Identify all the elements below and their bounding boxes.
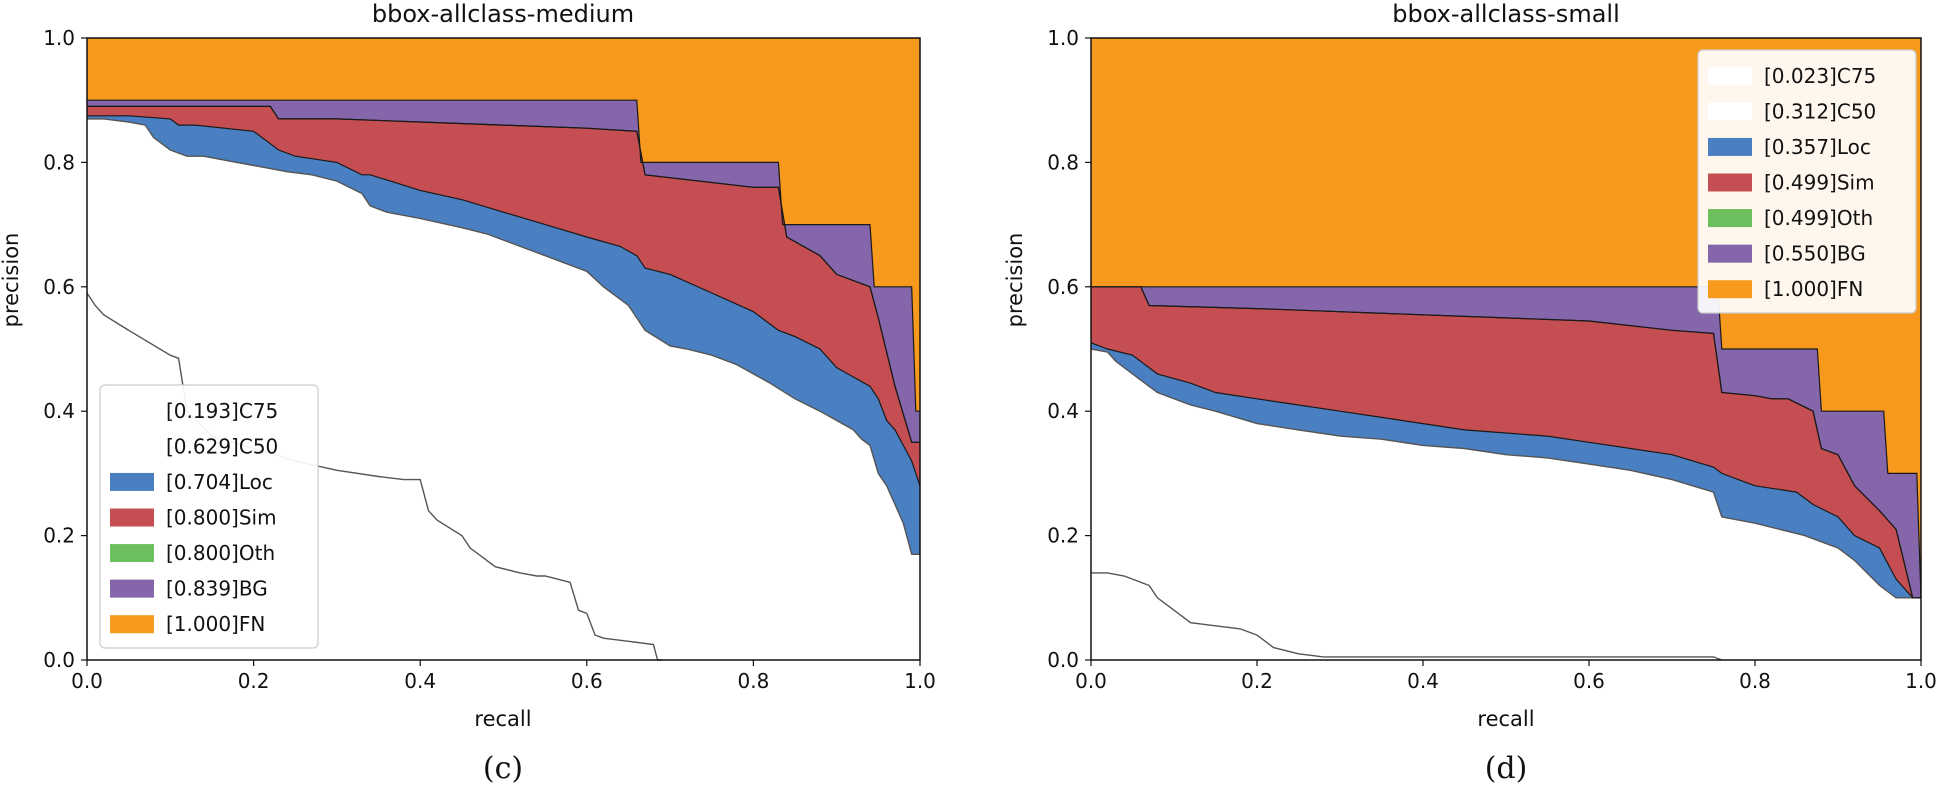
legend-item-loc: [0.704]Loc: [110, 470, 273, 494]
line-loc: [1090, 342, 1921, 599]
x-tick-label: 0.4: [404, 669, 436, 693]
line-loc: [87, 115, 921, 486]
y-tick-label: 0.8: [1047, 150, 1079, 174]
legend-item-fn: [1.000]FN: [1708, 277, 1863, 301]
legend-label: [0.023]C75: [1764, 64, 1876, 88]
legend-swatch: [1708, 102, 1752, 121]
legend-item-oth: [0.499]Oth: [1708, 206, 1873, 230]
line-bg: [87, 99, 920, 412]
legend-label: [0.800]Sim: [166, 506, 277, 530]
legend-label: [0.499]Oth: [1764, 206, 1873, 230]
x-axis-label: recall: [474, 707, 531, 731]
x-tick-label: 0.6: [1573, 669, 1605, 693]
legend-label: [0.499]Sim: [1764, 171, 1875, 195]
legend-item-bg: [0.550]BG: [1708, 242, 1866, 266]
axes-frame: [1090, 37, 1922, 661]
x-tick-label: 0.2: [238, 669, 270, 693]
y-tick-label: 0.0: [1047, 648, 1079, 672]
x-tick-label: 0.4: [1407, 669, 1439, 693]
area-c50: [1091, 349, 1921, 660]
plot-area: 0.0 0.2 0.4 0.6 0.8 1.0 0.0 0.2 0.4 0.6 0.8 1.0 [0.1…: [43, 26, 936, 693]
x-tick-label: 1.0: [1905, 669, 1937, 693]
chart-title: bbox-allclass-small: [1392, 0, 1619, 28]
legend-label: [0.550]BG: [1764, 242, 1866, 266]
legend-item-sim: [0.800]Sim: [110, 506, 277, 530]
x-tick-label: 0.2: [1241, 669, 1273, 693]
line-c50: [87, 118, 920, 555]
y-tick-label: 0.8: [43, 150, 75, 174]
line-oth: [1091, 286, 1921, 599]
plot-area: 0.0 0.2 0.4 0.6 0.8 1.0 0.0 0.2 0.4 0.6 0.8 1.0 [0.0…: [1047, 26, 1937, 693]
legend-swatch: [1708, 66, 1752, 85]
panel-caption: (d): [1485, 751, 1528, 786]
y-axis-label: precision: [1003, 233, 1027, 328]
x-tick-label: 0.0: [1075, 669, 1107, 693]
legend-swatch: [110, 472, 154, 491]
x-tick-label: 0.8: [737, 669, 769, 693]
legend-swatch: [1708, 280, 1752, 299]
y-tick-label: 0.4: [1047, 399, 1079, 423]
y-axis-label: precision: [0, 233, 23, 328]
legend-swatch: [110, 544, 154, 563]
legend-label: [0.629]C50: [166, 434, 278, 458]
x-tick-label: 0.6: [571, 669, 603, 693]
legend-label: [0.312]C50: [1764, 99, 1876, 123]
chart-title: bbox-allclass-medium: [372, 0, 634, 28]
chart-panel-small: bbox-allclass-small 0.0 0.2 0.4 0.6 0.8 1.00.…: [1003, 0, 1937, 786]
panel-caption: (c): [483, 751, 523, 786]
axes-frame: [86, 37, 921, 661]
legend-swatch: [1708, 244, 1752, 263]
legend-item-c50: [0.629]C50: [110, 434, 278, 458]
legend-label: [0.800]Oth: [166, 541, 275, 565]
line-c75: [1091, 572, 1723, 661]
legend-swatch: [110, 615, 154, 634]
legend-item-oth: [0.800]Oth: [110, 541, 275, 565]
y-tick-label: 1.0: [1047, 26, 1079, 50]
y-tick-label: 1.0: [43, 26, 75, 50]
legend-label: [0.839]BG: [166, 577, 268, 601]
chart-panel-medium: bbox-allclass-medium 0.0 0.2 0.4 0.6 0.8 1.00…: [0, 0, 936, 786]
y-tick-label: 0.2: [43, 524, 75, 548]
legend-item-c75: [0.193]C75: [110, 399, 278, 423]
legend: [0.193]C75 [0.629]C50 [0.704]Loc [0.800]Sim…: [99, 384, 319, 649]
legend-item-loc: [0.357]Loc: [1708, 135, 1871, 159]
legend-item-fn: [1.000]FN: [110, 612, 265, 636]
x-axis-label: recall: [1477, 707, 1534, 731]
legend: [0.023]C75 [0.312]C50 [0.357]Loc [0.499]Sim…: [1697, 49, 1917, 314]
legend-item-c50: [0.312]C50: [1708, 99, 1876, 123]
legend-box: [1697, 49, 1917, 314]
x-tick-label: 1.0: [904, 669, 936, 693]
x-tick-label: 0.8: [1739, 669, 1771, 693]
legend-swatch: [110, 401, 154, 420]
legend-label: [0.193]C75: [166, 399, 278, 423]
area-c75: [1091, 572, 1921, 660]
legend-label: [0.704]Loc: [166, 470, 273, 494]
legend-swatch: [1708, 137, 1752, 156]
legend-label: [1.000]FN: [1764, 277, 1863, 301]
legend-label: [0.357]Loc: [1764, 135, 1871, 159]
legend-swatch: [110, 579, 154, 598]
legend-item-sim: [0.499]Sim: [1708, 171, 1875, 195]
legend-label: [1.000]FN: [166, 612, 265, 636]
legend-item-c75: [0.023]C75: [1708, 64, 1876, 88]
line-oth: [87, 105, 920, 443]
line-c50: [1090, 348, 1921, 599]
legend-swatch: [1708, 173, 1752, 192]
y-tick-label: 0.6: [1047, 275, 1079, 299]
y-tick-label: 0.2: [1047, 524, 1079, 548]
y-tick-label: 0.6: [43, 275, 75, 299]
line-c75: [86, 292, 662, 661]
legend-swatch: [1708, 209, 1752, 228]
y-tick-label: 0.0: [43, 648, 75, 672]
y-tick-label: 0.4: [43, 399, 75, 423]
legend-swatch: [110, 437, 154, 456]
legend-box: [99, 384, 319, 649]
legend-item-bg: [0.839]BG: [110, 577, 268, 601]
x-tick-label: 0.0: [71, 669, 103, 693]
legend-swatch: [110, 508, 154, 527]
